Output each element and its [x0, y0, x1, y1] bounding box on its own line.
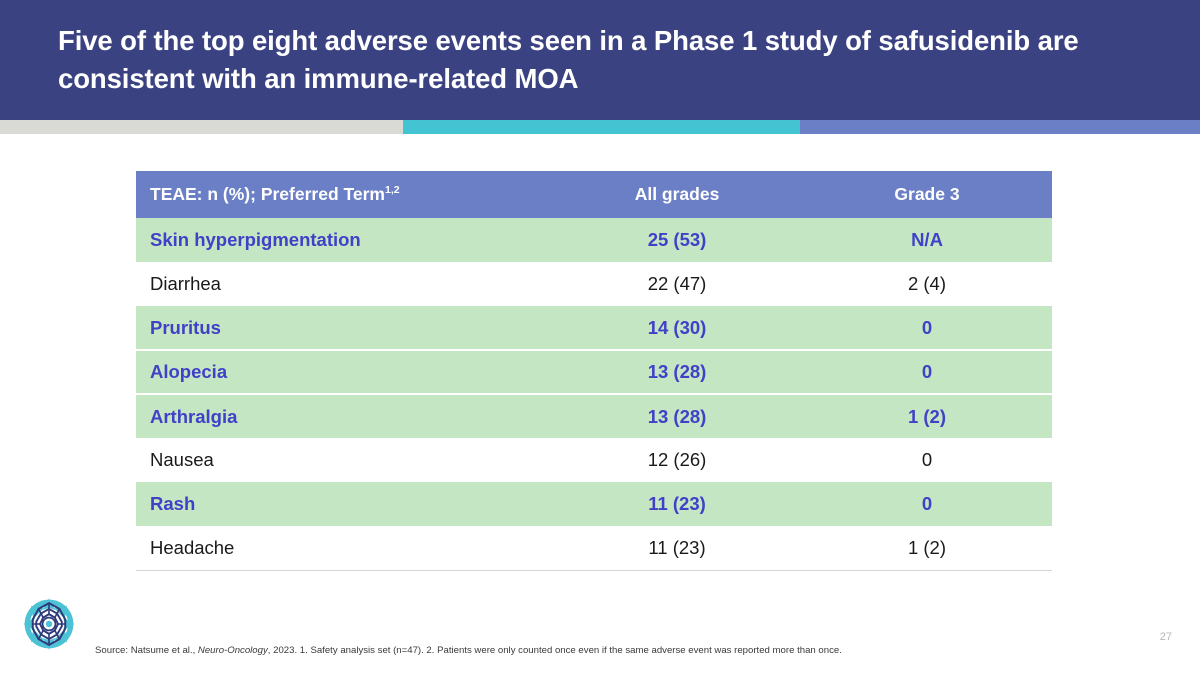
column-header-grade-3: Grade 3 [802, 171, 1052, 218]
table-header: TEAE: n (%); Preferred Term1,2 All grade… [136, 171, 1052, 218]
cell-grade-3: 0 [921, 449, 933, 470]
accent-segment-gray [0, 120, 403, 134]
cell-preferred-term: Nausea [150, 449, 214, 470]
cell-grade-3: 1 (2) [802, 526, 1052, 571]
cell-preferred-term: Headache [136, 526, 552, 571]
accent-segment-blue [800, 120, 1200, 134]
accent-strip [0, 120, 1200, 134]
cell-grade-3: 0 [921, 316, 933, 338]
teae-table: TEAE: n (%); Preferred Term1,2 All grade… [136, 171, 1052, 571]
slide-title: Five of the top eight adverse events see… [58, 25, 1079, 94]
cell-all-grades: 14 (30) [647, 316, 707, 338]
cell-preferred-term: Pruritus [150, 316, 221, 338]
cell-preferred-term: Alopecia [136, 349, 552, 394]
source-footnote: Source: Natsume et al., Neuro-Oncology, … [95, 645, 842, 657]
slide-title-band: Five of the top eight adverse events see… [0, 0, 1200, 120]
cell-grade-3: 0 [802, 349, 1052, 394]
cell-all-grades: 11 (23) [648, 493, 706, 514]
table-row: Headache 11 (23) 1 (2) [136, 526, 1052, 571]
cell-grade-3: 2 (4) [907, 273, 947, 294]
cell-preferred-term: Rash [150, 493, 196, 514]
cell-all-grades: 12 (26) [647, 449, 707, 470]
cell-grade-3: N/A [911, 229, 943, 250]
cell-preferred-term: Skin hyperpigmentation [150, 229, 361, 250]
column-header-footnote-marker: 1,2 [385, 184, 400, 197]
column-header-preferred-term: TEAE: n (%); Preferred Term1,2 [136, 171, 552, 218]
teae-table-container: TEAE: n (%); Preferred Term1,2 All grade… [136, 171, 1052, 571]
mandala-logo-icon [23, 598, 75, 650]
page-number: 27 [1159, 631, 1172, 643]
footnote-prefix: Source: Natsume et al., [95, 645, 198, 656]
company-logo [20, 595, 78, 653]
table-row: Diarrhea 22 (47) 2 (4) [136, 262, 1052, 306]
table-header-row: TEAE: n (%); Preferred Term1,2 All grade… [136, 171, 1052, 218]
cell-all-grades: 11 (23) [552, 526, 802, 571]
cell-grade-3: 1 (2) [802, 393, 1052, 438]
table-row: Nausea 12 (26) 0 [136, 438, 1052, 482]
cell-all-grades: 13 (28) [552, 349, 802, 394]
cell-preferred-term: Diarrhea [150, 273, 221, 294]
cell-preferred-term: Arthralgia [136, 393, 552, 438]
table-row: Arthralgia 13 (28) 1 (2) [136, 393, 1052, 438]
table-row: Pruritus 14 (30) 0 [136, 306, 1052, 350]
column-header-all-grades: All grades [552, 171, 802, 218]
cell-all-grades: 13 (28) [552, 393, 802, 438]
table-row: Skin hyperpigmentation 25 (53) N/A [136, 218, 1052, 262]
cell-all-grades: 25 (53) [647, 229, 707, 250]
table-body: Skin hyperpigmentation 25 (53) N/A Diarrhea… [136, 218, 1052, 571]
accent-segment-teal [403, 120, 800, 134]
cell-grade-3: 0 [921, 493, 933, 514]
cell-all-grades: 22 (47) [647, 273, 707, 294]
table-row: Rash 11 (23) 0 [136, 482, 1052, 526]
table-row: Alopecia 13 (28) 0 [136, 349, 1052, 394]
footnote-suffix: , 2023. 1. Safety analysis set (n=47). 2… [267, 645, 842, 656]
footnote-journal-name: Neuro-Oncology [197, 645, 268, 656]
column-header-preferred-term-label: TEAE: n (%); Preferred Term [150, 184, 385, 204]
